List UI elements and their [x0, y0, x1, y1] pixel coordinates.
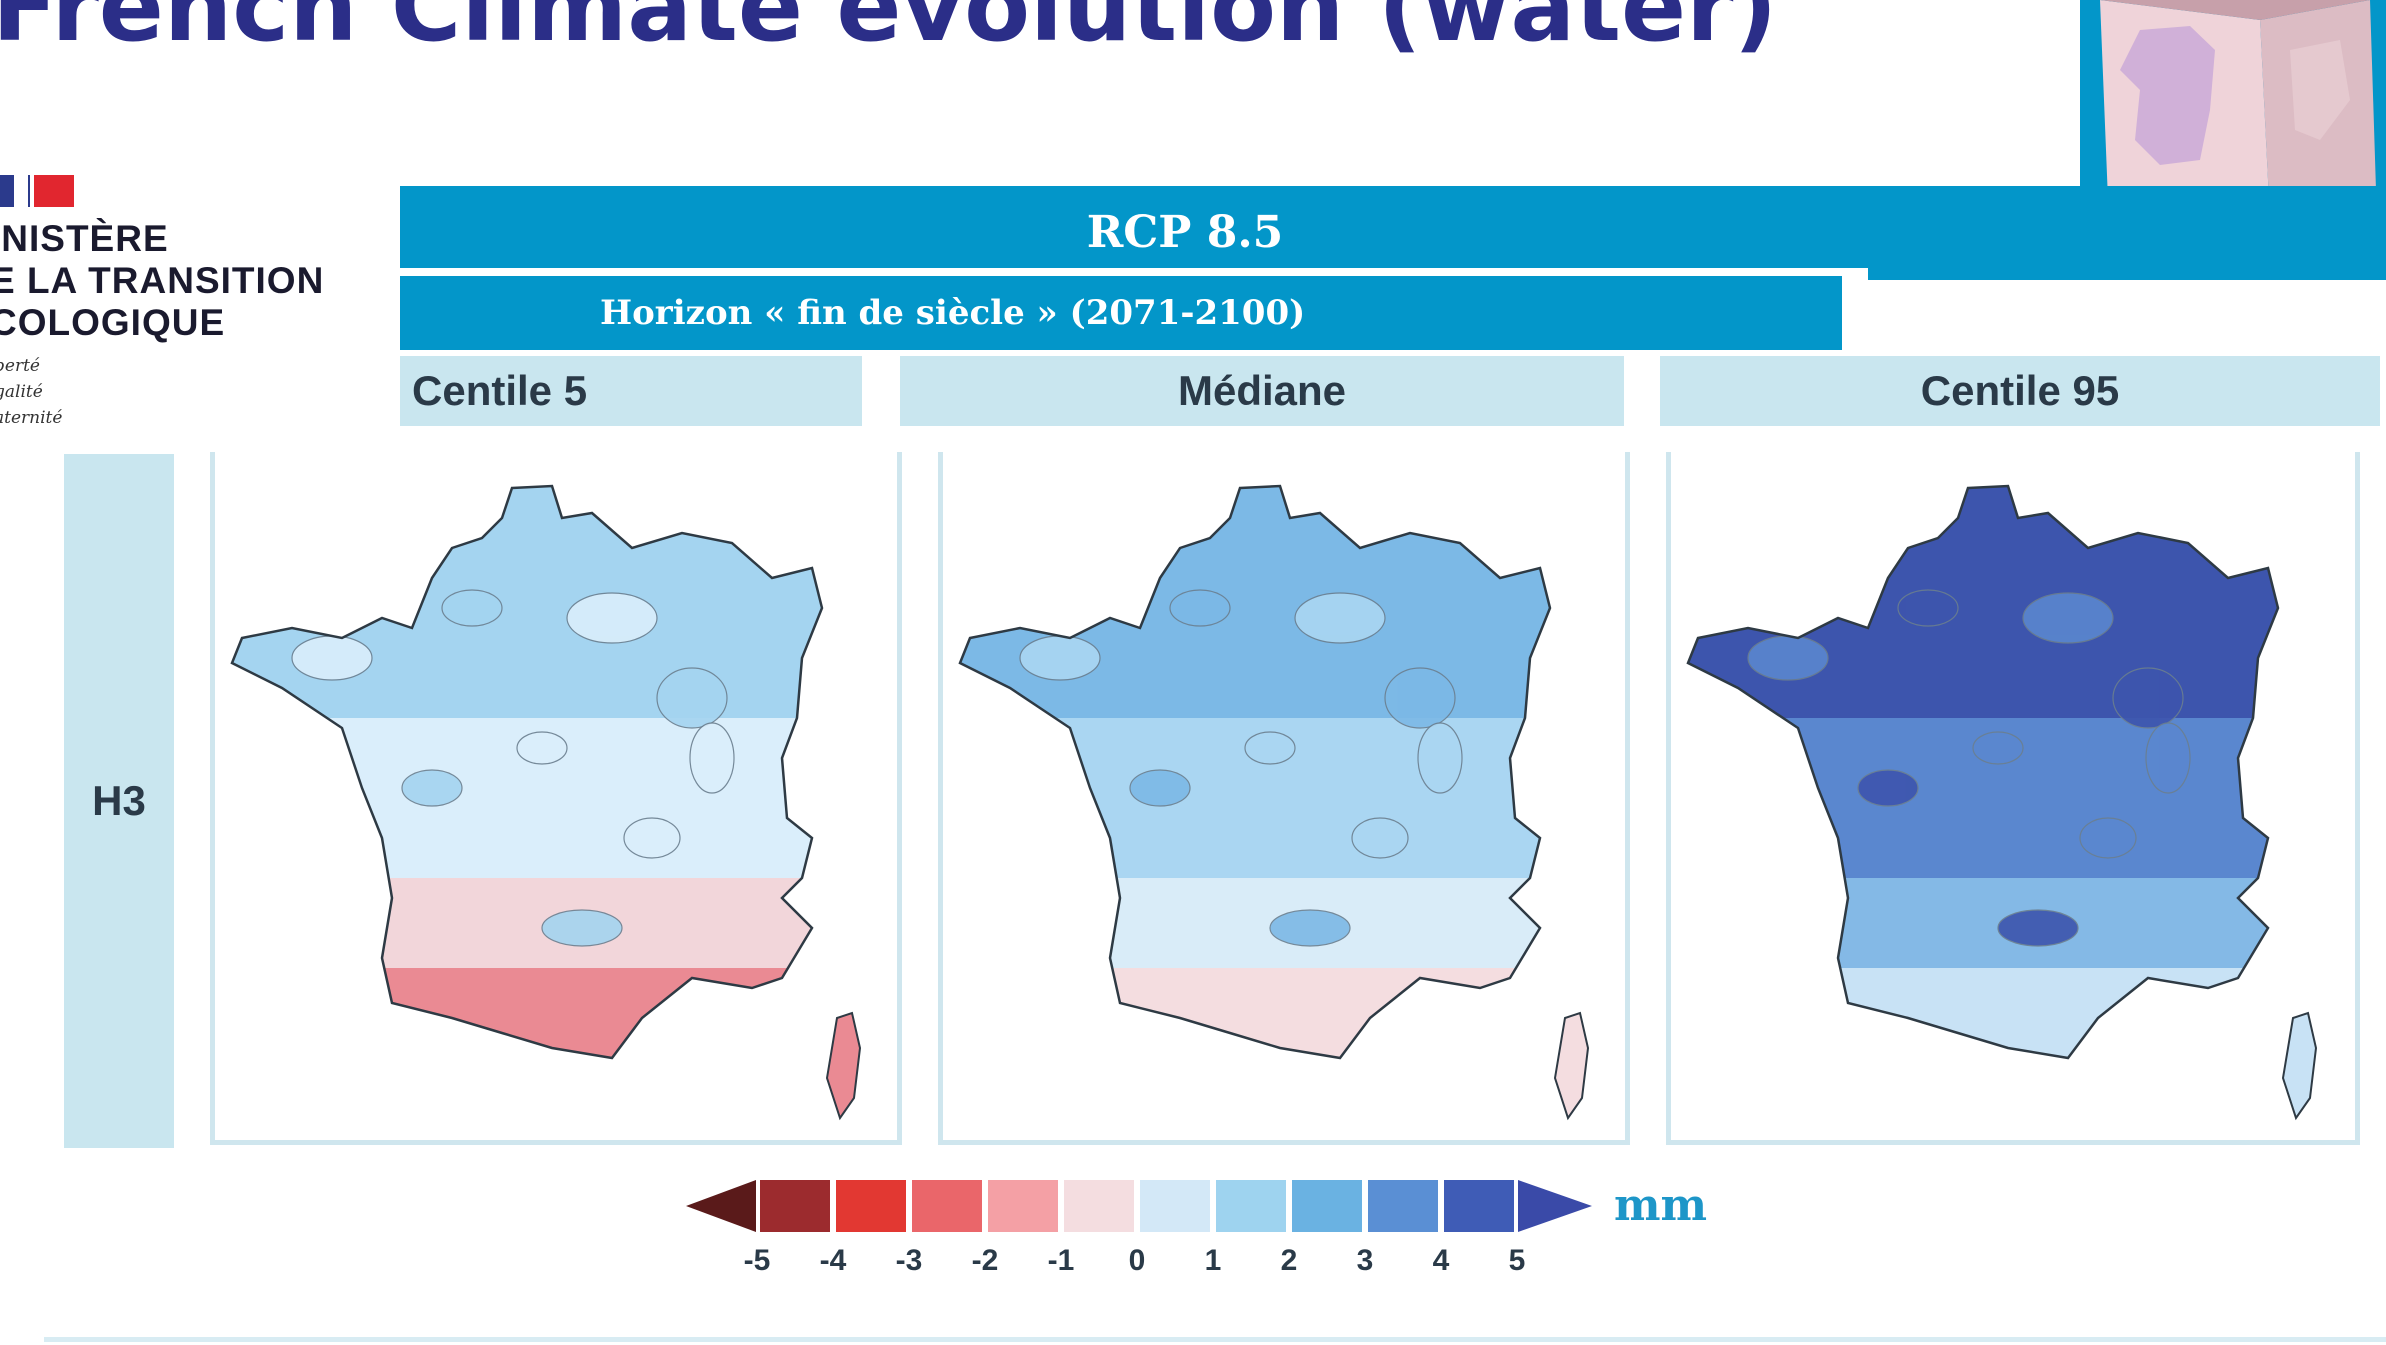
- contour-blob: [1169, 589, 1231, 627]
- legend-tick-label: 1: [1205, 1244, 1222, 1277]
- corsica-outline: [2281, 1011, 2318, 1121]
- contour-blob: [1019, 635, 1101, 681]
- corsica-outline: [1553, 1011, 1590, 1121]
- column-header-mediane: Médiane: [900, 356, 1624, 426]
- page-title: French Climate evolution (water): [0, 0, 1778, 63]
- zone-far-south: [1688, 968, 2316, 1118]
- contour-blob: [291, 635, 373, 681]
- contour-blob: [2022, 592, 2114, 644]
- corsica-outline: [825, 1011, 862, 1121]
- legend-swatch: [1444, 1180, 1514, 1232]
- legend-arrow-left: [686, 1180, 756, 1232]
- legend-tick-label: 3: [1357, 1244, 1374, 1277]
- zone-north: [232, 486, 860, 718]
- contour-blob: [566, 592, 658, 644]
- legend-swatch: [1140, 1180, 1210, 1232]
- legend-tick-label: 0: [1129, 1244, 1146, 1277]
- france-outline: [230, 484, 824, 1060]
- contour-blob: [1857, 769, 1919, 807]
- contour-blob: [541, 909, 623, 947]
- legend-swatch: [988, 1180, 1058, 1232]
- legend-tick-label: -3: [896, 1244, 923, 1277]
- legend-tick-label: 2: [1281, 1244, 1298, 1277]
- cube-illustration: [2080, 0, 2386, 236]
- legend-tick-label: -4: [820, 1244, 847, 1277]
- contour-blob: [516, 731, 568, 765]
- legend-tick-label: -5: [744, 1244, 771, 1277]
- legend-tick-label: -2: [972, 1244, 999, 1277]
- scenario-band: [400, 186, 2386, 280]
- contour-blob: [656, 667, 728, 729]
- contour-blob: [441, 589, 503, 627]
- contour-blob: [1997, 909, 2079, 947]
- contour-blob: [1897, 589, 1959, 627]
- contour-blob: [1384, 667, 1456, 729]
- contour-blob: [689, 722, 735, 794]
- contour-blob: [1129, 769, 1191, 807]
- horizon-label: Horizon « fin de siècle » (2071-2100): [600, 293, 1306, 333]
- contour-blob: [1417, 722, 1463, 794]
- france-map-mediane: [958, 484, 1590, 1121]
- motto-1: berté: [0, 356, 40, 376]
- france-map-centile-5: [230, 484, 862, 1121]
- legend-swatch: [1292, 1180, 1362, 1232]
- motto-2: galité: [0, 382, 43, 402]
- map-frame-centile-95: [1666, 452, 2360, 1145]
- legend-swatch: [1216, 1180, 1286, 1232]
- contour-blob: [1747, 635, 1829, 681]
- legend-tick-label: 4: [1433, 1244, 1450, 1277]
- contour-blob: [2112, 667, 2184, 729]
- contour-blob: [2079, 817, 2137, 859]
- france-outline: [958, 484, 1552, 1060]
- legend-unit: mm: [1614, 1180, 1707, 1231]
- contour-blob: [1269, 909, 1351, 947]
- legend-swatch: [760, 1180, 830, 1232]
- legend-swatch: [1064, 1180, 1134, 1232]
- legend-swatch: [1368, 1180, 1438, 1232]
- column-header-centile-95: Centile 95: [1660, 356, 2380, 426]
- scenario-label: RCP 8.5: [1086, 207, 1284, 258]
- logo-line-1: INISTÈRE: [0, 218, 169, 259]
- row-label-text: H3: [92, 777, 146, 824]
- legend-arrow-right: [1518, 1180, 1592, 1232]
- color-legend: -5 -4 -3 -2 -1 0 1 2 3 4 5 mm: [686, 1180, 1707, 1277]
- column-header-centile-5: Centile 5: [400, 356, 862, 426]
- france-outline: [1686, 484, 2280, 1060]
- flag-icon: [0, 175, 74, 207]
- contour-blob: [1244, 731, 1296, 765]
- contour-blob: [1972, 731, 2024, 765]
- contour-blob: [623, 817, 681, 859]
- contour-blob: [401, 769, 463, 807]
- contour-blob: [2145, 722, 2191, 794]
- ministry-logo: INISTÈRE E LA TRANSITION COLOGIQUE berté…: [0, 170, 400, 430]
- map-frame-mediane: [938, 452, 1630, 1145]
- legend-swatch: [912, 1180, 982, 1232]
- legend-tick-label: -1: [1048, 1244, 1075, 1277]
- zone-far-south: [960, 968, 1588, 1118]
- zone-north: [960, 486, 1588, 718]
- logo-line-2: E LA TRANSITION: [0, 260, 325, 301]
- map-frame-centile-5: [210, 452, 902, 1145]
- contour-blob: [1351, 817, 1409, 859]
- contour-blob: [1294, 592, 1386, 644]
- legend-swatch: [836, 1180, 906, 1232]
- france-map-centile-95: [1686, 484, 2318, 1121]
- legend-tick-label: 5: [1509, 1244, 1526, 1277]
- logo-line-3: COLOGIQUE: [0, 302, 226, 343]
- footer-divider: [44, 1337, 2386, 1342]
- zone-far-south: [232, 968, 860, 1118]
- row-label: H3: [64, 454, 174, 1148]
- motto-3: aternité: [0, 408, 63, 428]
- horizon-band: [400, 276, 1842, 350]
- zone-north: [1688, 486, 2316, 718]
